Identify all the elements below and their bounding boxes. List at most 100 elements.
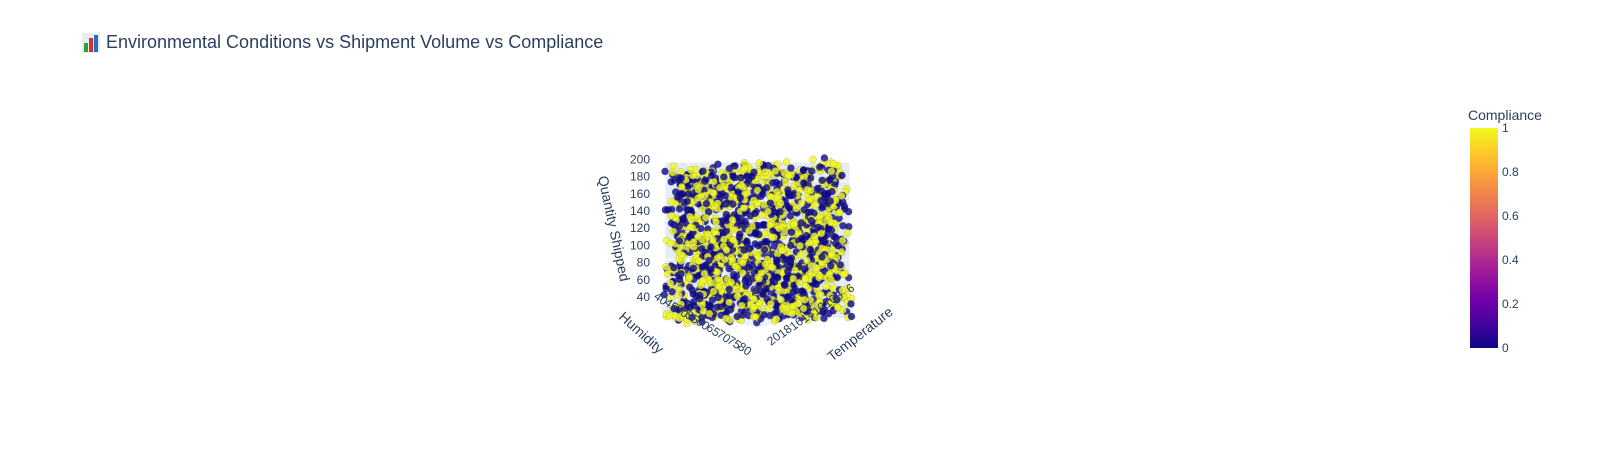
data-point[interactable]: [781, 178, 790, 187]
data-point[interactable]: [721, 182, 729, 191]
data-point[interactable]: [667, 239, 675, 248]
data-point[interactable]: [698, 205, 707, 213]
data-point[interactable]: [787, 254, 796, 263]
data-point[interactable]: [826, 197, 835, 205]
data-point[interactable]: [789, 274, 798, 283]
data-point[interactable]: [826, 299, 835, 308]
data-point[interactable]: [803, 256, 811, 265]
data-point[interactable]: [668, 287, 676, 296]
data-point[interactable]: [792, 204, 801, 213]
data-point[interactable]: [825, 270, 834, 279]
data-point[interactable]: [677, 182, 686, 191]
data-point[interactable]: [837, 192, 846, 200]
data-point[interactable]: [666, 279, 675, 288]
data-point[interactable]: [843, 228, 852, 237]
data-point[interactable]: [661, 167, 669, 176]
data-point[interactable]: [754, 253, 763, 261]
data-point[interactable]: [697, 192, 705, 200]
data-point[interactable]: [839, 293, 848, 301]
data-point[interactable]: [759, 220, 768, 229]
data-point[interactable]: [685, 283, 694, 292]
data-point[interactable]: [800, 205, 809, 214]
data-point[interactable]: [699, 276, 708, 285]
data-point[interactable]: [789, 191, 797, 200]
data-point[interactable]: [686, 165, 695, 174]
data-point[interactable]: [667, 177, 676, 186]
data-point[interactable]: [795, 278, 803, 287]
data-point[interactable]: [815, 273, 823, 282]
data-point[interactable]: [677, 300, 685, 309]
data-point[interactable]: [743, 273, 752, 282]
data-point[interactable]: [759, 201, 768, 210]
data-point[interactable]: [782, 273, 791, 282]
data-point[interactable]: [811, 200, 820, 209]
data-point[interactable]: [806, 174, 815, 182]
data-point[interactable]: [698, 263, 707, 271]
data-point[interactable]: [826, 218, 835, 227]
data-point[interactable]: [696, 291, 704, 300]
data-point[interactable]: [689, 290, 698, 298]
data-point[interactable]: [701, 213, 710, 222]
data-point[interactable]: [705, 256, 713, 265]
data-point[interactable]: [751, 209, 759, 218]
data-point[interactable]: [665, 311, 674, 320]
data-point[interactable]: [823, 189, 832, 198]
data-point[interactable]: [806, 245, 815, 254]
data-point[interactable]: [810, 232, 819, 241]
data-point[interactable]: [836, 260, 845, 269]
data-point[interactable]: [777, 246, 786, 255]
data-point[interactable]: [667, 198, 676, 206]
data-point[interactable]: [817, 290, 825, 299]
data-point[interactable]: [766, 221, 774, 229]
data-point[interactable]: [822, 282, 830, 291]
data-point[interactable]: [833, 303, 842, 312]
data-point[interactable]: [784, 186, 792, 194]
data-point[interactable]: [847, 300, 855, 308]
data-point[interactable]: [698, 318, 706, 326]
data-point[interactable]: [785, 204, 794, 212]
data-point[interactable]: [818, 253, 826, 261]
data-point[interactable]: [815, 298, 824, 306]
data-point[interactable]: [801, 275, 810, 283]
data-point[interactable]: [722, 314, 730, 323]
data-point[interactable]: [712, 218, 720, 226]
data-point[interactable]: [820, 154, 829, 162]
data-point[interactable]: [787, 228, 796, 237]
data-point[interactable]: [837, 247, 845, 256]
data-point[interactable]: [663, 270, 672, 278]
data-point[interactable]: [721, 191, 730, 200]
data-point[interactable]: [749, 196, 758, 205]
data-point[interactable]: [732, 272, 741, 281]
data-point[interactable]: [728, 255, 737, 264]
data-point[interactable]: [787, 295, 796, 304]
data-point[interactable]: [681, 219, 690, 228]
data-point[interactable]: [829, 159, 838, 168]
data-point[interactable]: [713, 268, 722, 277]
data-point[interactable]: [764, 207, 772, 216]
data-point[interactable]: [731, 226, 740, 234]
data-point[interactable]: [771, 167, 780, 175]
data-point[interactable]: [827, 226, 836, 235]
data-point[interactable]: [835, 208, 844, 217]
data-point[interactable]: [797, 219, 806, 227]
data-point[interactable]: [796, 251, 805, 259]
data-point[interactable]: [783, 267, 792, 276]
data-point[interactable]: [739, 220, 747, 229]
data-point[interactable]: [796, 241, 804, 250]
data-point[interactable]: [758, 190, 767, 199]
data-point[interactable]: [686, 223, 695, 232]
data-point[interactable]: [787, 164, 795, 172]
data-point[interactable]: [790, 220, 799, 229]
data-point[interactable]: [714, 160, 722, 169]
data-point[interactable]: [706, 265, 715, 274]
data-point[interactable]: [807, 261, 816, 270]
data-point[interactable]: [707, 279, 716, 287]
data-point[interactable]: [722, 246, 731, 254]
data-point[interactable]: [667, 211, 676, 220]
data-point[interactable]: [736, 193, 745, 202]
data-point[interactable]: [840, 270, 848, 279]
data-point[interactable]: [752, 286, 760, 295]
data-point[interactable]: [776, 199, 785, 208]
data-point[interactable]: [686, 303, 695, 312]
data-point[interactable]: [750, 303, 758, 311]
